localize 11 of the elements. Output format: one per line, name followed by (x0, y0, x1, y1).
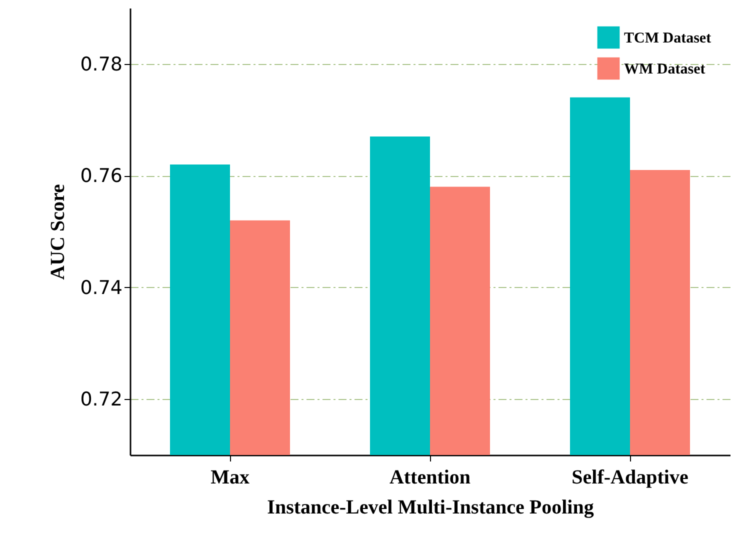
y-tick-label: 0.78 (80, 53, 122, 76)
x-tick-label: Self-Adaptive (572, 466, 688, 488)
y-tick-label: 0.74 (80, 276, 122, 299)
x-tick-label: Attention (389, 466, 471, 488)
legend-label: TCM Dataset (624, 30, 712, 46)
y-axis-title: AUC Score (47, 184, 70, 280)
x-tick-label: Max (210, 466, 250, 488)
y-tick-label: 0.72 (80, 388, 122, 411)
legend-label: WM Dataset (624, 62, 706, 78)
y-tick-label: 0.76 (80, 165, 122, 188)
x-axis-title: Instance-Level Multi-Instance Pooling (267, 496, 594, 518)
